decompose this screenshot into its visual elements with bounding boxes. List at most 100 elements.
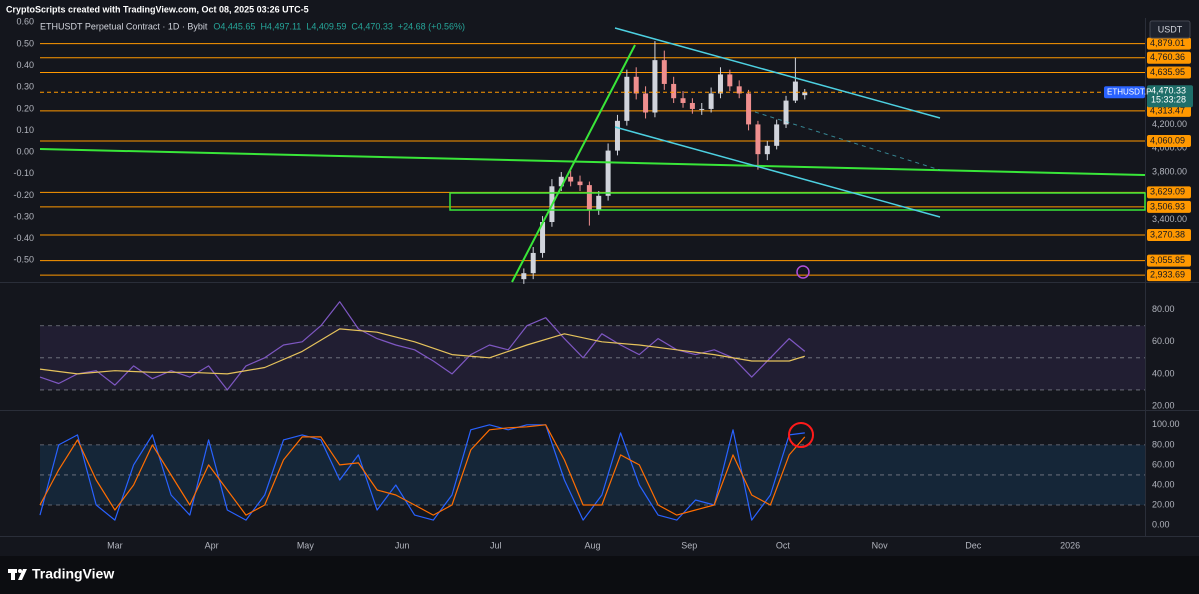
y2-tick-label: -0.40: [13, 233, 34, 243]
y-tick-label: 40.00: [1152, 368, 1175, 378]
candle-body: [614, 120, 620, 151]
y-tick-label: 60.00: [1152, 336, 1175, 346]
x-tick-label: Oct: [776, 540, 791, 550]
candle-body: [783, 100, 789, 125]
channel-line: [614, 126, 941, 218]
ohlc-legend: O4,445.65: [213, 21, 255, 31]
zone-box: [449, 192, 1146, 211]
x-tick-label: Aug: [584, 540, 600, 550]
x-tick-label: 2026: [1060, 540, 1080, 550]
candle-body: [699, 108, 705, 110]
candle-body: [792, 81, 798, 101]
y2-tick-label: 0.20: [16, 103, 34, 113]
trend-line: [39, 148, 1146, 176]
candle-body: [624, 76, 630, 121]
series-line: [39, 424, 806, 516]
level-tag: [1147, 229, 1191, 242]
candle-body: [633, 76, 639, 94]
y-tick-label: 3,800.00: [1152, 166, 1187, 176]
candle-body: [717, 74, 723, 94]
y2-tick-label: 0.50: [16, 38, 34, 48]
level-label: 4,879.01: [1150, 38, 1185, 48]
candle-body: [736, 86, 742, 94]
level-tag: [1147, 254, 1191, 267]
x-tick-label: Nov: [872, 540, 889, 550]
y-tick-label: 80.00: [1152, 304, 1175, 314]
candle-body: [643, 93, 649, 113]
event-icon[interactable]: [796, 265, 810, 279]
currency[interactable]: USDT: [1158, 24, 1183, 34]
level-label: 3,055.85: [1150, 255, 1185, 265]
level-tag: [1147, 37, 1191, 50]
y-tick-label: 0.00: [1152, 519, 1170, 529]
series-line: [39, 328, 805, 375]
level-label: 4,060.09: [1150, 135, 1185, 145]
candle-body: [652, 60, 658, 113]
last-price-label: 4,470.33: [1151, 86, 1186, 96]
level-label: 4,760.36: [1150, 52, 1185, 62]
level-label: 3,629.09: [1150, 187, 1185, 197]
legend-title: ETHUSDT Perpetual Contract · 1D · Bybit: [40, 21, 208, 31]
countdown: 15:33:28: [1151, 95, 1186, 105]
candle-body: [530, 252, 536, 274]
marks: Mar Apr May Jun Jul Aug Sep Oct Nov Dec 2026 0.60 0.…: [13, 17, 1193, 550]
y-tick-label: 100.00: [1152, 419, 1180, 429]
candle-body: [577, 181, 583, 186]
ohlc-legend: L4,409.59: [306, 21, 346, 31]
symbol-label: ETHUSDT.P: [1107, 87, 1151, 96]
y-tick-label: 4,200.00: [1152, 119, 1187, 129]
drawings: [39, 27, 1146, 448]
y-tick-label: 20.00: [1152, 499, 1175, 509]
y2-tick-label: 0.60: [16, 17, 34, 27]
x-tick-label: Apr: [205, 540, 219, 550]
y2-tick-label: 0.00: [16, 147, 34, 157]
x-tick-label: Dec: [965, 540, 982, 550]
candle-body: [746, 93, 752, 125]
channel-mid: [754, 111, 941, 171]
y-tick-label: 60.00: [1152, 459, 1175, 469]
y2-tick-label: -0.50: [13, 255, 34, 265]
candle-body: [689, 102, 695, 109]
y-tick-label: 40.00: [1152, 479, 1175, 489]
y-tick-label: 4,000.00: [1152, 143, 1187, 153]
y2-tick-label: -0.10: [13, 168, 34, 178]
y2-tick-label: -0.20: [13, 190, 34, 200]
candle-body: [755, 124, 761, 155]
symbol-tag: [1104, 86, 1145, 99]
series-line: [39, 424, 805, 521]
candle-body: [708, 93, 714, 109]
level-label: 4,313.47: [1150, 105, 1185, 115]
level-tag: [1147, 135, 1191, 148]
ohlc-legend: +24.68 (+0.56%): [398, 21, 465, 31]
candle-body: [680, 98, 686, 103]
candle-body: [596, 195, 602, 211]
level-tag: [1147, 51, 1191, 64]
candle-body: [774, 124, 780, 146]
currency-box[interactable]: [1149, 20, 1191, 39]
candle-body: [671, 83, 677, 99]
x-tick-label: Mar: [107, 540, 123, 550]
y-tick-label: 3,400.00: [1152, 214, 1187, 224]
candle-body: [764, 145, 770, 155]
highlight-circle: [788, 422, 814, 448]
y-tick-label: 80.00: [1152, 439, 1175, 449]
logo-mark: [18, 569, 22, 573]
candle-body: [521, 273, 527, 280]
x-tick-label: Jul: [490, 540, 502, 550]
candle-body: [605, 150, 611, 196]
y2-tick-label: 0.30: [16, 82, 34, 92]
candle-body: [802, 92, 808, 96]
trend-line: [511, 44, 636, 283]
channel-line: [614, 27, 941, 119]
level-label: 3,506.93: [1150, 201, 1185, 211]
candle-body: [568, 176, 574, 182]
level-label: 2,933.69: [1150, 270, 1185, 280]
y-tick-label: 20.00: [1152, 400, 1175, 410]
level-label: 4,635.95: [1150, 67, 1185, 77]
last-price-tag: [1147, 85, 1193, 108]
ohlc-legend: C4,470.33: [351, 21, 393, 31]
y2-tick-label: 0.10: [16, 125, 34, 135]
